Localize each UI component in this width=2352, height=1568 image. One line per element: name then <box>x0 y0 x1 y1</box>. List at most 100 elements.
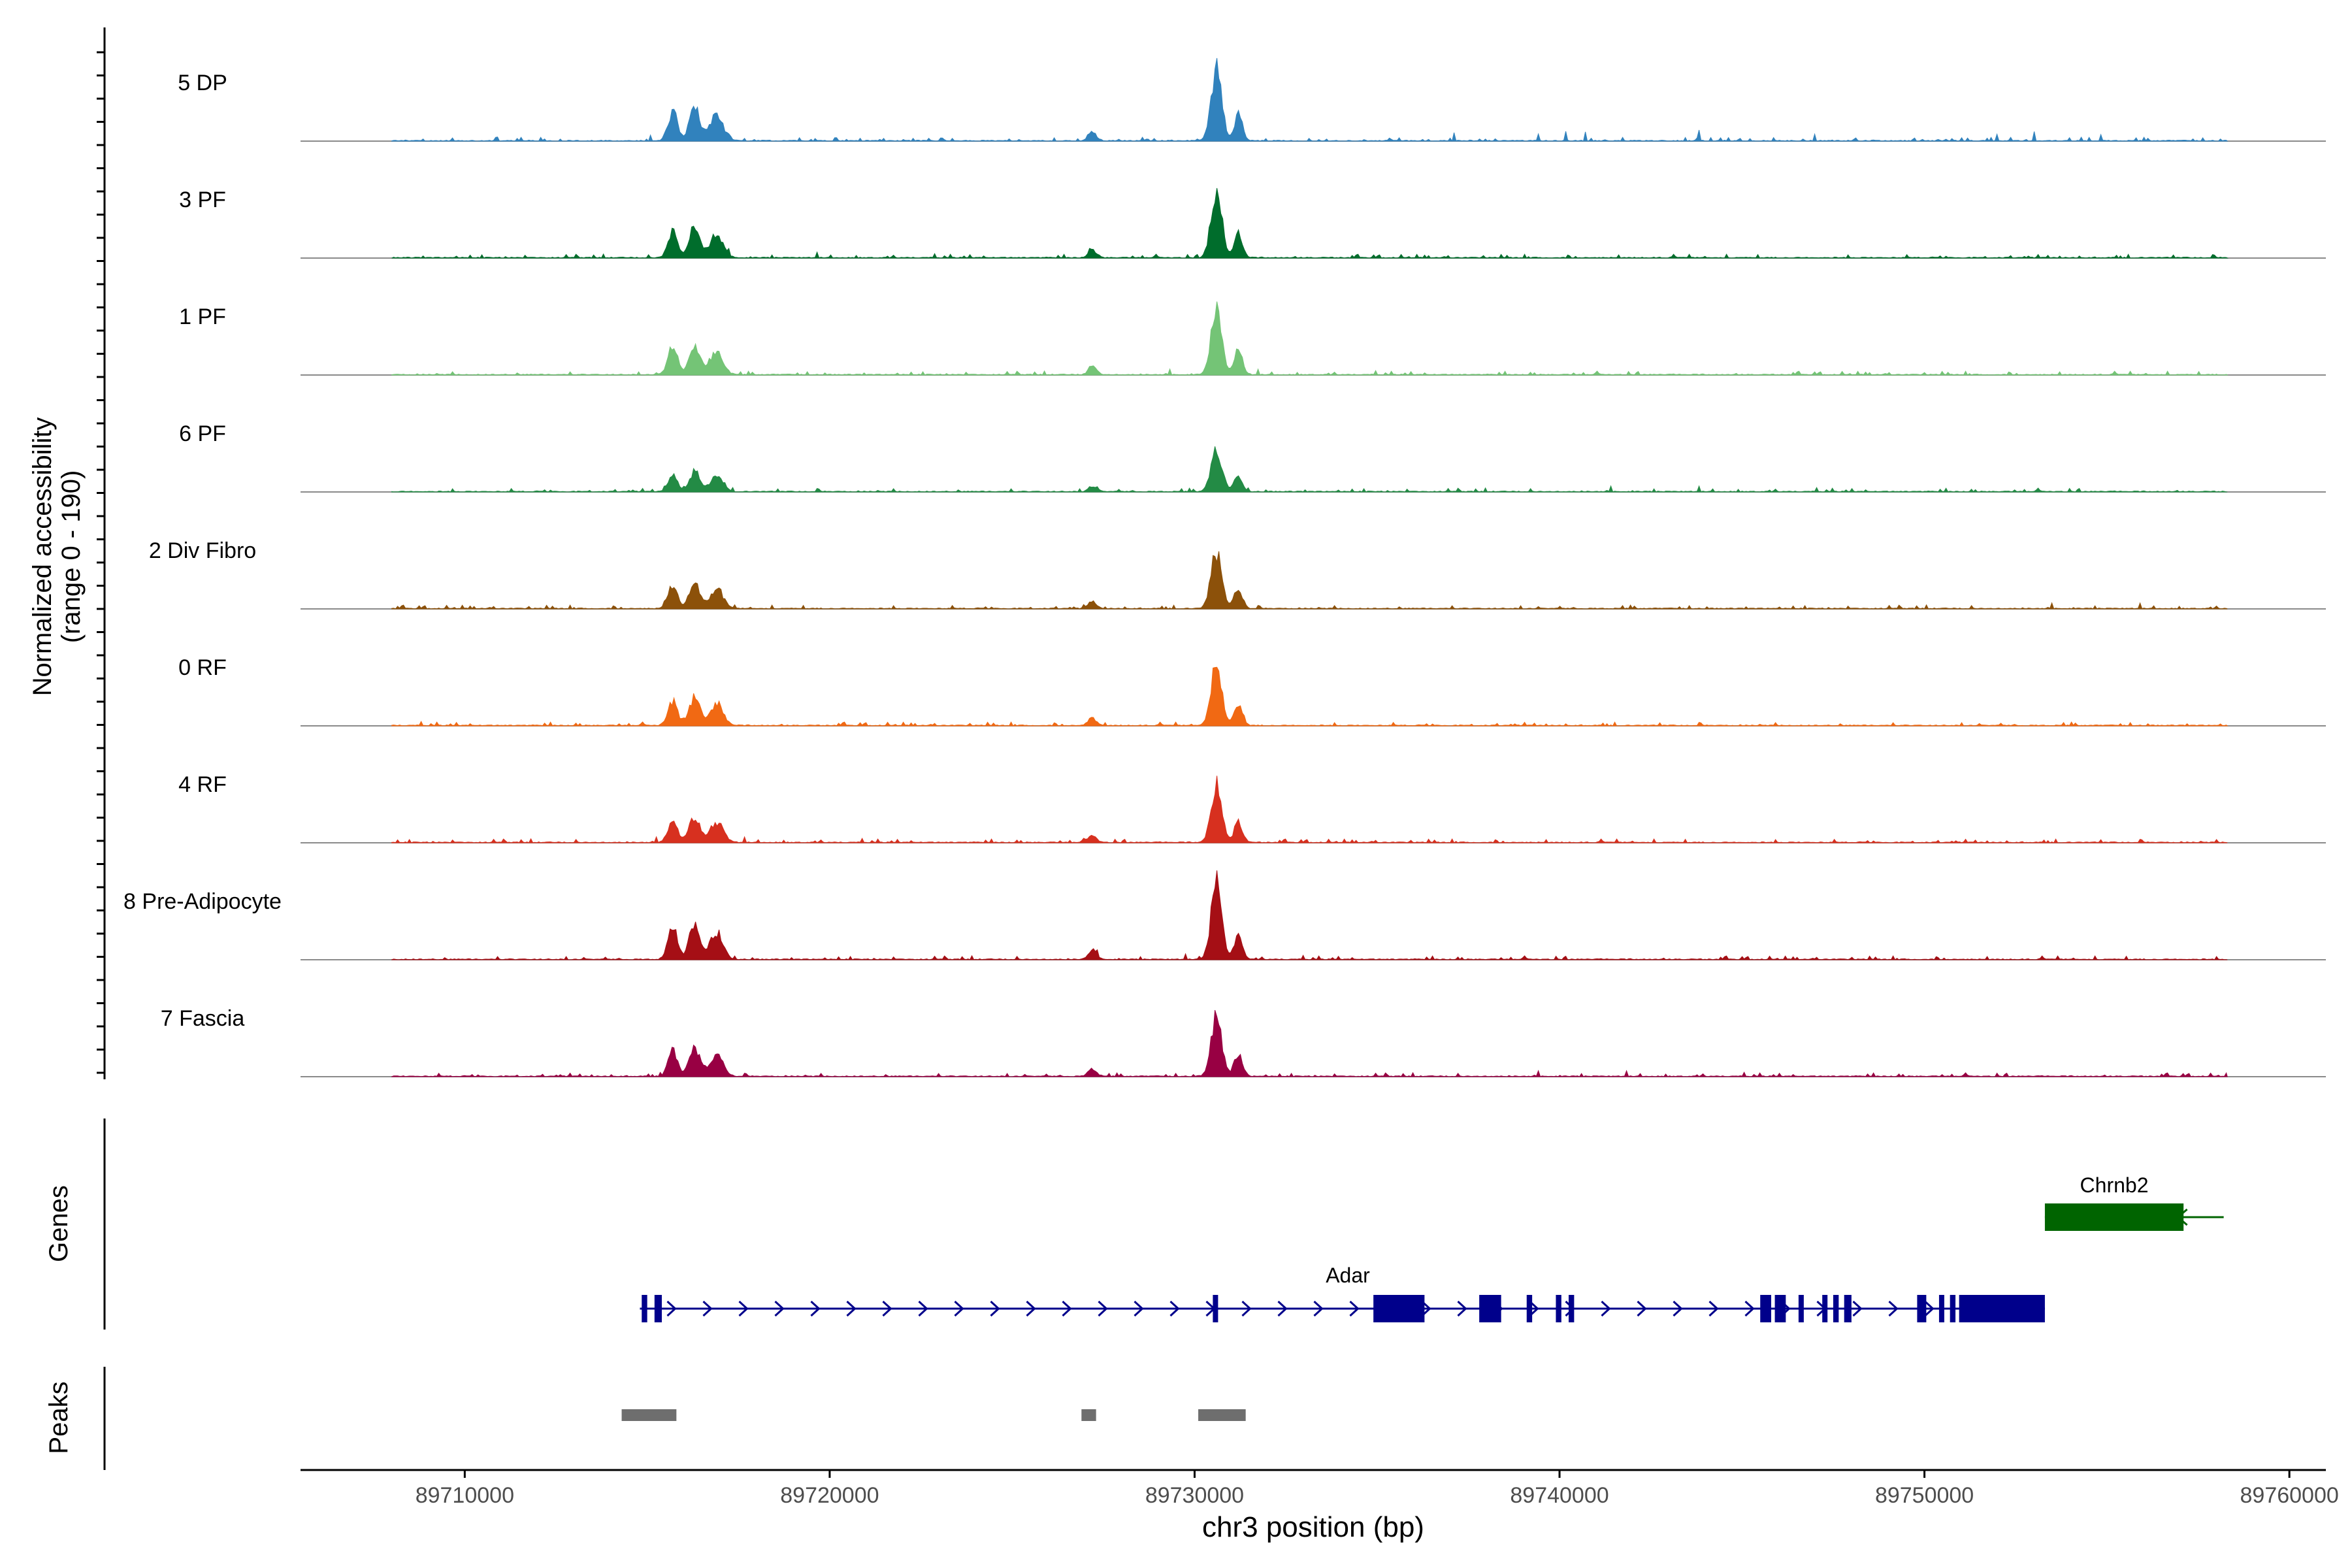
track-label: 0 RF <box>178 655 227 680</box>
strand-arrow <box>954 1300 964 1317</box>
coverage-track <box>301 446 2326 493</box>
exon <box>1959 1295 2045 1322</box>
strand-arrow <box>1421 1300 1431 1317</box>
coverage-area <box>391 666 2229 727</box>
strand-arrow <box>1313 1300 1324 1317</box>
exon <box>1213 1295 1218 1322</box>
exon <box>654 1295 662 1322</box>
coverage-area <box>391 188 2229 259</box>
strand-arrow <box>1852 1300 1863 1317</box>
coverage-area <box>391 551 2228 610</box>
strand-arrow <box>1062 1300 1072 1317</box>
exon <box>1833 1295 1839 1322</box>
track-label: 5 DP <box>178 71 227 95</box>
x-tick-label: 89740000 <box>1510 1483 1609 1508</box>
strand-arrow <box>1673 1300 1683 1317</box>
exon <box>1526 1295 1533 1322</box>
strand-arrow <box>702 1300 713 1317</box>
strand-arrow <box>1457 1300 1467 1317</box>
strand-arrow <box>1026 1300 1036 1317</box>
x-tick-label: 89720000 <box>780 1483 879 1508</box>
exon <box>1938 1295 1944 1322</box>
track-label: 1 PF <box>179 304 226 329</box>
track-label: 2 Div Fibro <box>149 538 256 563</box>
peak-bar <box>1198 1409 1246 1421</box>
exon <box>2044 1203 2184 1231</box>
strand-arrow <box>1241 1300 1252 1317</box>
coverage-area <box>391 57 2229 142</box>
strand-arrow <box>774 1300 785 1317</box>
track-labels: 5 DP 3 PF 1 PF 6 PF 2 Div Fibro 0 RF 4 RF 8 Pre… <box>123 71 282 1031</box>
x-tick-label: 89750000 <box>1875 1483 1974 1508</box>
strand-arrow <box>1601 1300 1611 1317</box>
strand-arrow <box>846 1300 857 1317</box>
y-axis-title: Normalized accessibility (range 0 - 190) <box>28 417 86 696</box>
coverage-area <box>391 870 2228 960</box>
gene-label: Adar <box>1326 1264 1370 1287</box>
track-label: 8 Pre-Adipocyte <box>123 889 282 914</box>
strand-arrow <box>990 1300 1000 1317</box>
strand-arrow <box>1744 1300 1755 1317</box>
coverage-track <box>301 551 2326 610</box>
strand-arrow <box>882 1300 892 1317</box>
exon <box>1917 1295 1927 1322</box>
accessibility-y-axis <box>97 27 106 1079</box>
strand-arrow <box>810 1300 821 1317</box>
peak-bar <box>1081 1409 1096 1421</box>
peaks-track-label: Peaks <box>44 1381 73 1454</box>
gene-label: Chrnb2 <box>2080 1173 2149 1197</box>
coverage-track <box>301 301 2326 376</box>
strand-arrow <box>1098 1300 1108 1317</box>
track-label: 4 RF <box>178 772 227 797</box>
strand-arrow <box>1349 1300 1360 1317</box>
x-axis-ticks: 89710000 89720000 89730000 89740000 89750000… <box>416 1470 2339 1508</box>
exon <box>1568 1295 1575 1322</box>
track-label: 6 PF <box>179 421 226 446</box>
coverage-area <box>391 776 2228 843</box>
track-label: 3 PF <box>179 188 226 212</box>
coverage-track <box>301 776 2326 843</box>
y-axis-label-line2: (range 0 - 190) <box>57 470 86 644</box>
exon <box>1844 1295 1852 1322</box>
y-axis-ticks <box>97 51 105 1074</box>
strand-arrow <box>1134 1300 1144 1317</box>
track-label: 7 Fascia <box>161 1006 245 1031</box>
coverage-track <box>301 870 2326 960</box>
x-tick-label: 89760000 <box>2240 1483 2339 1508</box>
strand-arrow <box>918 1300 928 1317</box>
gene-adar: Adar <box>640 1264 2045 1322</box>
gene-chrnb2: Chrnb2 <box>2044 1173 2224 1231</box>
coverage-track <box>301 1009 2326 1077</box>
peak-bars <box>621 1409 1246 1421</box>
coverage-tracks <box>301 57 2326 1077</box>
strand-arrow <box>1708 1300 1719 1317</box>
coverage-track <box>301 188 2326 259</box>
coverage-area <box>391 446 2228 493</box>
coverage-area <box>391 301 2229 376</box>
genes-panel: Genes Adar Chrnb2 <box>44 1119 2224 1330</box>
gene-models: Adar Chrnb2 <box>640 1173 2224 1322</box>
exon <box>1373 1295 1425 1322</box>
x-axis-label: chr3 position (bp) <box>1202 1511 1424 1543</box>
strand-arrow <box>1924 1300 1935 1317</box>
strand-arrow <box>1169 1300 1180 1317</box>
coverage-track <box>301 666 2326 727</box>
strand-arrow <box>1888 1300 1899 1317</box>
coverage-area <box>391 1009 2228 1077</box>
strand-arrow <box>738 1300 749 1317</box>
exon <box>1479 1295 1501 1322</box>
genes-track-label: Genes <box>44 1185 73 1262</box>
peaks-panel: Peaks <box>44 1367 1246 1470</box>
x-tick-label: 89710000 <box>416 1483 514 1508</box>
strand-arrow <box>1277 1300 1288 1317</box>
y-axis-label-line1: Normalized accessibility <box>28 417 57 696</box>
exon <box>1822 1295 1828 1322</box>
strand-arrow <box>666 1300 677 1317</box>
coverage-track <box>301 57 2326 142</box>
exon <box>1760 1295 1771 1322</box>
strand-arrow <box>1637 1300 1647 1317</box>
exon <box>1774 1295 1786 1322</box>
exon <box>1798 1295 1804 1322</box>
strand-arrow <box>1529 1300 1539 1317</box>
